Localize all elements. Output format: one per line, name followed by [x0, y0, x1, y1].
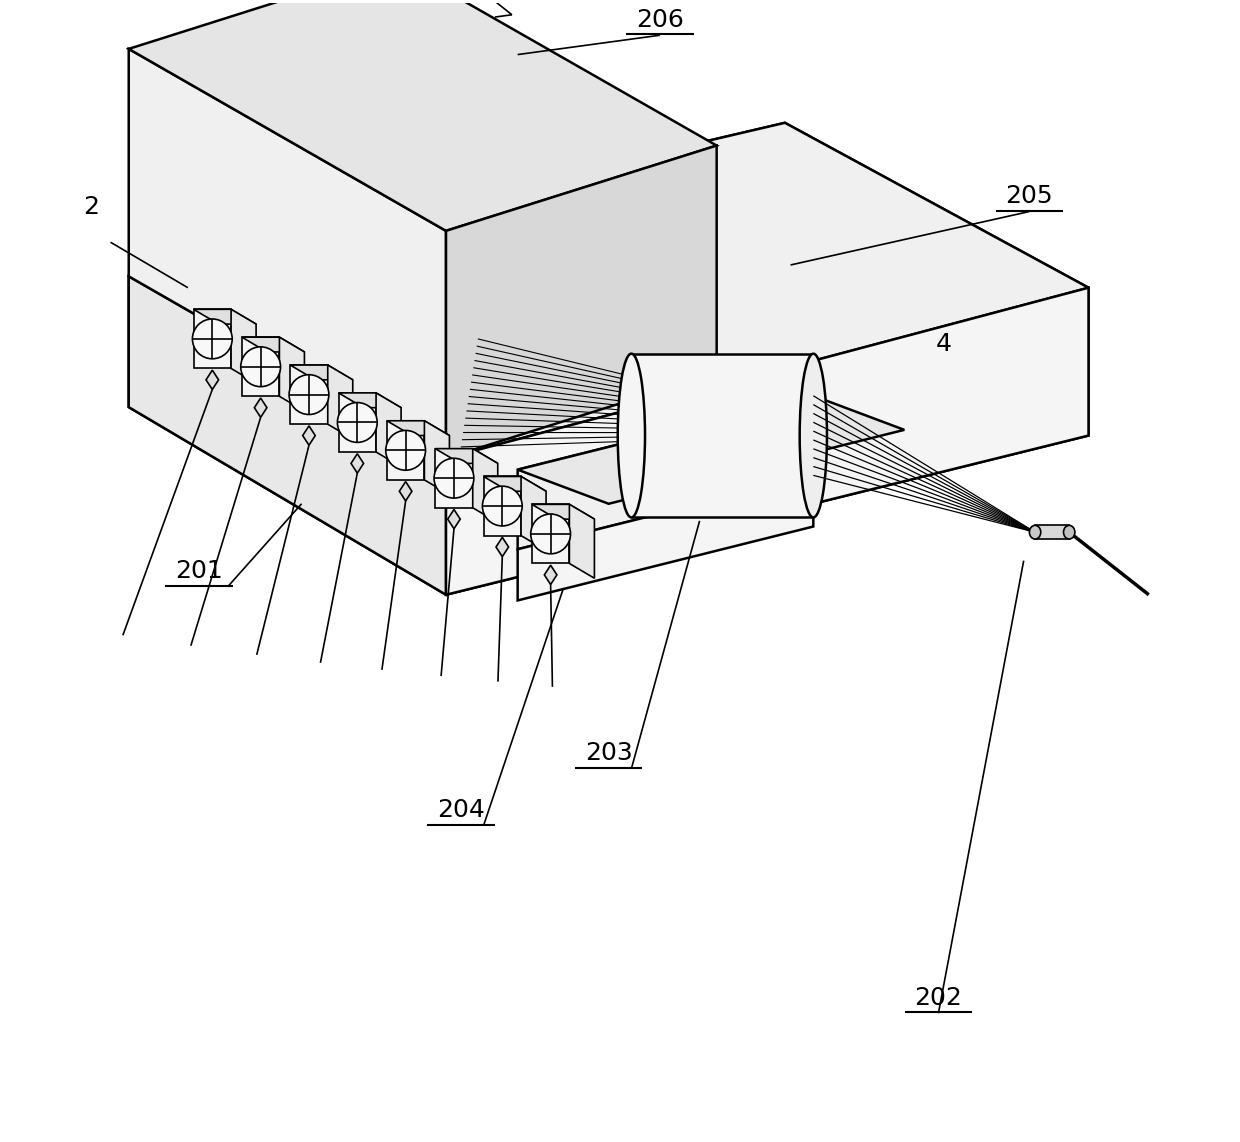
Text: 206: 206 — [636, 8, 683, 32]
Polygon shape — [231, 309, 257, 384]
Polygon shape — [569, 505, 594, 578]
Polygon shape — [129, 123, 1089, 595]
Ellipse shape — [289, 375, 329, 415]
Ellipse shape — [386, 431, 425, 471]
Polygon shape — [517, 396, 904, 504]
Ellipse shape — [192, 319, 232, 359]
Ellipse shape — [1029, 525, 1040, 539]
Text: 204: 204 — [436, 798, 485, 822]
Polygon shape — [532, 505, 594, 520]
Polygon shape — [472, 449, 497, 523]
Polygon shape — [279, 337, 305, 411]
Polygon shape — [242, 337, 279, 396]
Polygon shape — [327, 365, 352, 439]
Text: 4: 4 — [936, 332, 952, 356]
Polygon shape — [631, 354, 813, 517]
Polygon shape — [290, 365, 327, 424]
Text: 203: 203 — [585, 741, 632, 765]
Polygon shape — [193, 309, 257, 324]
Polygon shape — [496, 538, 508, 556]
Ellipse shape — [618, 354, 645, 517]
Polygon shape — [484, 476, 546, 491]
Polygon shape — [376, 393, 401, 467]
Ellipse shape — [241, 347, 280, 387]
Ellipse shape — [482, 486, 522, 526]
Polygon shape — [435, 449, 472, 508]
Polygon shape — [544, 565, 557, 585]
Polygon shape — [387, 420, 424, 480]
Text: 202: 202 — [914, 986, 962, 1010]
Polygon shape — [517, 475, 813, 601]
Polygon shape — [399, 482, 412, 501]
Polygon shape — [339, 393, 401, 408]
Polygon shape — [517, 396, 813, 549]
Polygon shape — [484, 476, 521, 536]
Polygon shape — [351, 453, 363, 473]
Polygon shape — [129, 123, 1089, 458]
Polygon shape — [339, 393, 376, 452]
Ellipse shape — [434, 458, 474, 498]
Polygon shape — [446, 288, 1089, 595]
Polygon shape — [193, 309, 231, 369]
Polygon shape — [387, 420, 449, 435]
Polygon shape — [254, 399, 267, 417]
Polygon shape — [129, 276, 446, 595]
Ellipse shape — [800, 354, 827, 517]
Polygon shape — [242, 337, 305, 352]
Polygon shape — [206, 370, 218, 389]
Polygon shape — [532, 505, 569, 563]
Polygon shape — [129, 49, 446, 458]
Ellipse shape — [531, 514, 570, 554]
Polygon shape — [129, 0, 717, 231]
Polygon shape — [435, 449, 497, 464]
Polygon shape — [424, 420, 449, 494]
Ellipse shape — [1064, 525, 1075, 539]
Polygon shape — [290, 365, 352, 380]
Text: 201: 201 — [175, 560, 223, 584]
Text: 205: 205 — [1006, 184, 1053, 208]
Polygon shape — [303, 426, 315, 445]
Polygon shape — [446, 145, 717, 458]
Ellipse shape — [337, 403, 377, 442]
Text: 2: 2 — [83, 195, 99, 219]
Polygon shape — [1035, 525, 1069, 539]
Polygon shape — [448, 509, 460, 529]
Polygon shape — [521, 476, 546, 550]
